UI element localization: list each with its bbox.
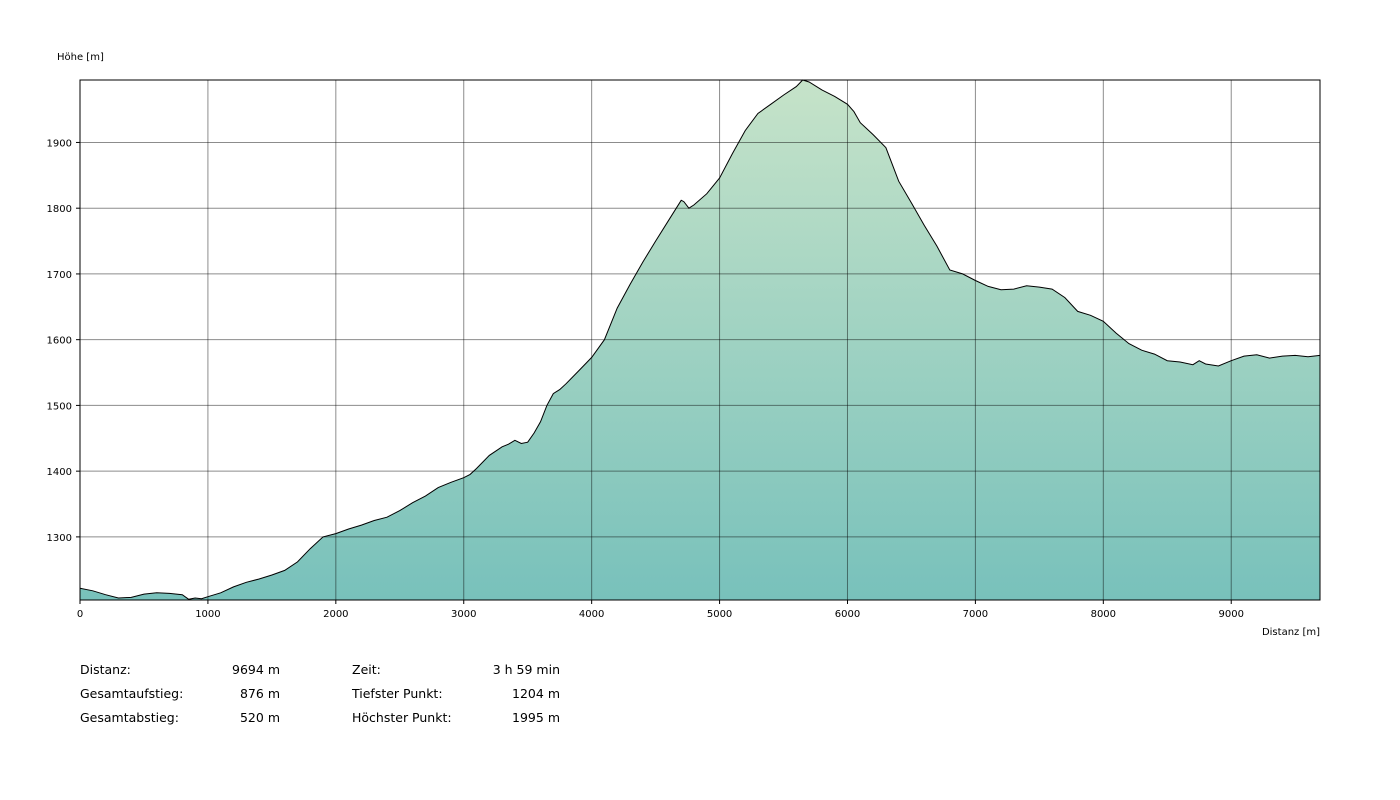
- x-tick-label: 1000: [195, 609, 220, 620]
- x-tick-label: 3000: [451, 609, 476, 620]
- x-tick-label: 9000: [1219, 609, 1244, 620]
- x-axis-title: Distanz [m]: [1262, 627, 1320, 638]
- highest-point-value: 1995 m: [512, 710, 560, 725]
- ascent-label: Gesamtaufstieg:: [80, 686, 184, 701]
- lowest-point-value: 1204 m: [512, 686, 560, 701]
- distance-label: Distanz:: [80, 662, 131, 677]
- x-tick-label: 8000: [1091, 609, 1116, 620]
- y-tick-label: 1700: [47, 270, 72, 281]
- x-tick-label: 5000: [707, 609, 732, 620]
- x-tick-label: 2000: [323, 609, 348, 620]
- y-tick-label: 1300: [47, 533, 72, 544]
- x-tick-label: 4000: [579, 609, 604, 620]
- lowest-point-label: Tiefster Punkt:: [352, 686, 443, 701]
- x-tick-label: 0: [77, 609, 83, 620]
- elevation-line: [79, 79, 1321, 600]
- ascent-value: 876 m: [239, 686, 280, 701]
- highest-point-label: Höchster Punkt:: [352, 710, 452, 725]
- y-tick-label: 1900: [47, 138, 72, 149]
- y-tick-label: 1800: [47, 204, 72, 215]
- distance-value: 9694 m: [232, 662, 280, 677]
- time-label: Zeit:: [352, 662, 381, 677]
- y-tick-label: 1400: [47, 467, 72, 478]
- elevation-chart: Höhe [m] Distanz [m] 0 1000 2000 3000 4000 50…: [47, 52, 1321, 638]
- elevation-area: [80, 80, 1320, 600]
- descent-value: 520 m: [239, 710, 280, 725]
- x-tick-label: 6000: [835, 609, 860, 620]
- descent-label: Gesamtabstieg:: [80, 710, 179, 725]
- x-tick-label: 7000: [963, 609, 988, 620]
- time-value: 3 h 59 min: [492, 662, 560, 677]
- y-tick-label: 1600: [47, 336, 72, 347]
- y-tick-label: 1500: [47, 401, 72, 412]
- y-axis-title: Höhe [m]: [57, 52, 104, 63]
